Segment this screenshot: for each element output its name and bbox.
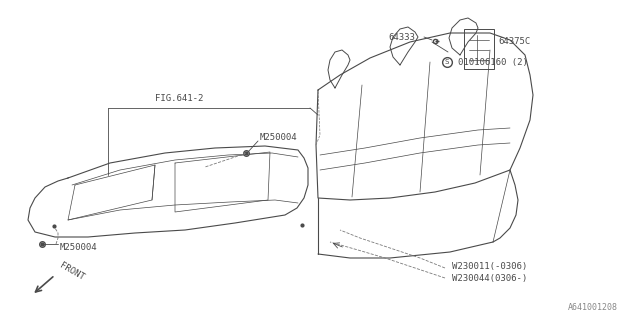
Text: FRONT: FRONT [58,261,86,283]
Text: A641001208: A641001208 [568,303,618,312]
Text: FIG.641-2: FIG.641-2 [155,94,204,103]
Text: M250004: M250004 [60,244,98,252]
Text: 010106160 (2): 010106160 (2) [458,58,528,67]
Text: M250004: M250004 [260,133,298,142]
Text: 64375C: 64375C [498,37,531,46]
FancyBboxPatch shape [464,29,494,69]
Text: W230011(-0306): W230011(-0306) [452,262,527,271]
Text: 64333: 64333 [388,33,415,42]
Text: S: S [445,59,449,65]
Text: W230044(0306-): W230044(0306-) [452,274,527,283]
